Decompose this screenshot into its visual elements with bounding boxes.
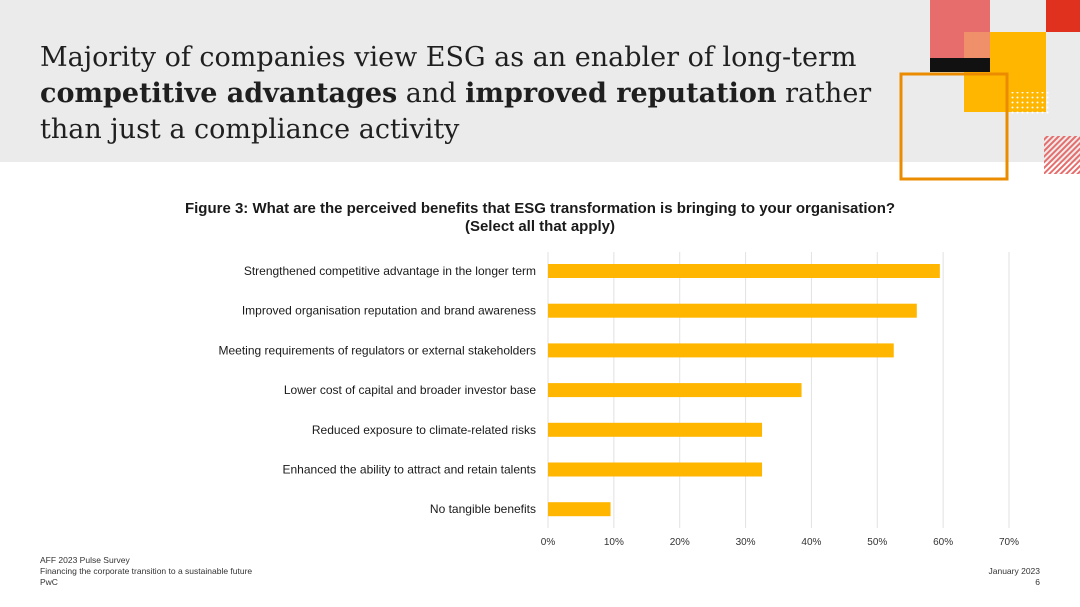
x-tick-label: 50%	[867, 537, 887, 548]
footer-date: January 2023	[988, 566, 1040, 576]
category-label: No tangible benefits	[430, 502, 536, 516]
hatch-pattern	[1044, 136, 1080, 174]
bar	[548, 502, 611, 517]
figure-title: Figure 3: What are the perceived benefit…	[140, 200, 940, 236]
headline-bold-2: improved reputation	[465, 78, 777, 109]
x-tick-label: 20%	[670, 537, 690, 548]
dot-pattern	[1010, 92, 1050, 114]
headline-connector: and	[397, 78, 466, 109]
x-tick-label: 0%	[541, 537, 556, 548]
x-tick-label: 40%	[801, 537, 821, 548]
bar-chart: 0% 10% 20% 30% 40% 50% 60% 70% Strengthened comp…	[219, 252, 1019, 548]
category-label: Enhanced the ability to attract and reta…	[283, 463, 537, 477]
footer-report-title: Financing the corporate transition to a …	[40, 566, 253, 576]
headline-tail: rather	[776, 78, 872, 109]
bar	[548, 383, 802, 398]
decorative-shapes	[899, 0, 1080, 181]
figure-title-line-2: (Select all that apply)	[464, 218, 616, 235]
bar	[548, 303, 917, 318]
bar	[548, 343, 894, 358]
headline-line-2: competitive advantages and improved repu…	[40, 76, 900, 112]
category-label: Reduced exposure to climate-related risk…	[312, 423, 536, 437]
category-label: Meeting requirements of regulators or ex…	[219, 343, 537, 357]
slide-headline: Majority of companies view ESG as an ena…	[40, 40, 900, 148]
headline-line-3: than just a compliance activity	[40, 114, 460, 145]
headline-line-1: Majority of companies view ESG as an ena…	[40, 42, 857, 73]
x-tick-label: 30%	[736, 537, 756, 548]
bar	[548, 264, 940, 278]
category-label: Lower cost of capital and broader invest…	[284, 383, 536, 397]
page-number: 6	[1035, 577, 1040, 587]
footer-company: PwC	[40, 577, 58, 587]
black-bar	[930, 58, 990, 72]
x-tick-label: 70%	[999, 537, 1019, 548]
category-label: Strengthened competitive advantage in th…	[244, 264, 536, 278]
overlap-block	[964, 32, 990, 62]
x-tick-label: 60%	[933, 537, 953, 548]
orange-outline-square	[899, 72, 1009, 181]
footer-meta: January 2023 6	[988, 566, 1040, 588]
red-block	[1046, 0, 1080, 32]
figure-title-line-1: Figure 3: What are the perceived benefit…	[184, 200, 896, 217]
footer-survey: AFF 2023 Pulse Survey	[40, 555, 130, 565]
category-label: Improved organisation reputation and bra…	[242, 304, 536, 318]
footer-source: AFF 2023 Pulse Survey Financing the corp…	[40, 555, 252, 588]
headline-bold-1: competitive advantages	[40, 78, 398, 109]
bar	[548, 462, 763, 477]
bar	[548, 422, 763, 437]
x-tick-label: 10%	[604, 537, 624, 548]
